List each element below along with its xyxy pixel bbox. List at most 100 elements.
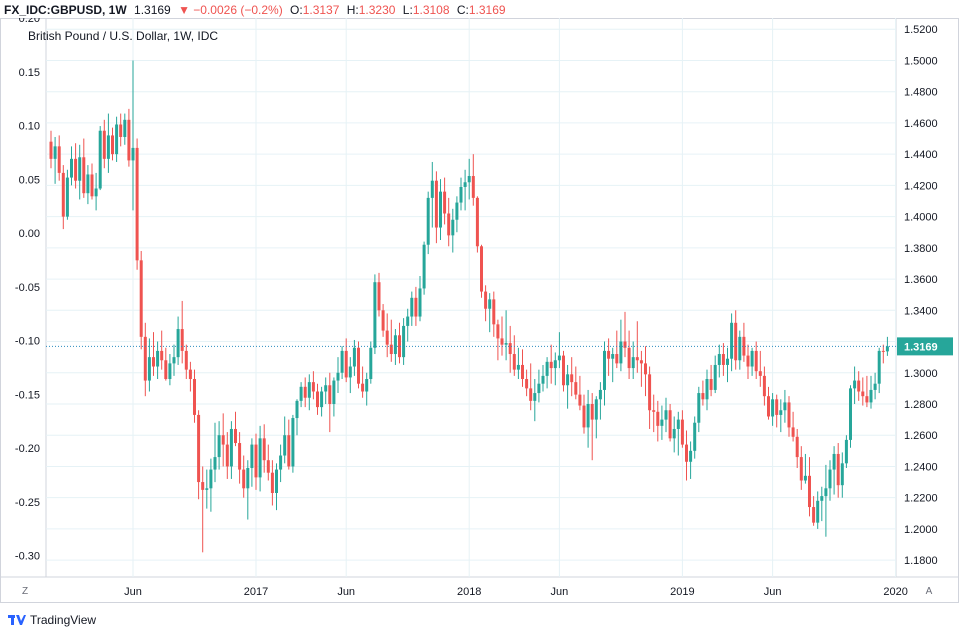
candle-body [857, 380, 861, 392]
candle-body [287, 435, 291, 467]
candle-body [853, 380, 857, 389]
candle-body [717, 354, 721, 365]
candle-body [615, 354, 619, 364]
candle-body [340, 350, 344, 373]
candle-body [869, 389, 873, 403]
candle-body [143, 336, 147, 381]
candle-body [598, 389, 602, 400]
candle-body [484, 291, 488, 309]
candle-body [78, 157, 82, 181]
auto-scale-button[interactable]: A [925, 586, 933, 597]
candle-body [164, 360, 168, 380]
candle-body [525, 379, 529, 389]
candle-body [160, 350, 164, 361]
candle-body [861, 391, 865, 397]
timezone-button[interactable]: Z [21, 586, 29, 597]
right-tick-label: 1.1800 [904, 555, 938, 567]
candle-body [242, 469, 246, 489]
right-tick-label: 1.2200 [904, 493, 938, 505]
candle-body [713, 364, 717, 390]
candle-body [131, 147, 135, 161]
right-tick-label: 1.2800 [904, 399, 938, 411]
candle-body [238, 443, 242, 470]
candle-body [176, 329, 180, 358]
candle-body [557, 355, 561, 361]
right-tick-label: 1.4000 [904, 212, 938, 224]
candle-body [439, 191, 442, 228]
candle-body [578, 394, 582, 406]
candle-body [648, 374, 652, 411]
candle-body [873, 383, 877, 390]
candle-body [590, 403, 594, 420]
right-tick-label: 1.2000 [904, 524, 938, 536]
left-tick-label: 0.15 [19, 67, 40, 79]
candle-body [566, 374, 570, 386]
candle-body [184, 350, 188, 370]
right-tick-label: 1.4200 [904, 180, 938, 192]
candle-body [808, 475, 811, 508]
candle-body [336, 372, 340, 381]
candle-body [475, 197, 479, 247]
candle-body [106, 135, 110, 159]
candle-body [262, 438, 266, 461]
candle-body [849, 388, 852, 440]
candle-body [627, 347, 631, 369]
candle-body [721, 354, 725, 365]
candle-body [221, 435, 225, 445]
left-tick-label: 0.10 [19, 121, 40, 133]
candle-body [393, 335, 397, 355]
candle-body [512, 354, 516, 370]
candle-body [750, 350, 754, 367]
left-tick-label: -0.05 [15, 282, 40, 294]
candle-body [885, 346, 889, 352]
candle-body [799, 457, 803, 481]
candle-body [631, 357, 635, 369]
left-tick-label: -0.10 [15, 336, 40, 348]
symbol-label[interactable]: FX_IDC:GBPUSD, 1W [4, 3, 127, 17]
right-tick-label: 1.5200 [904, 24, 938, 36]
candlestick-chart[interactable]: 1.5200 1.5000 1.4800 1.4600 1.4400 1.4200 1.40… [0, 18, 959, 604]
candle-body [553, 360, 557, 369]
candle-body [709, 379, 713, 390]
last-price-tag [897, 337, 953, 356]
candle-body [463, 182, 467, 187]
candle-body [86, 174, 90, 194]
right-tick-label: 1.3600 [904, 274, 938, 286]
candle-body [115, 124, 119, 155]
candle-body [594, 399, 598, 420]
candle-body [430, 180, 434, 198]
candle-body [492, 299, 496, 325]
candle-body [94, 188, 98, 197]
brand-name: TradingView [30, 613, 97, 627]
candle-body [139, 260, 143, 337]
candle-body [275, 469, 278, 493]
candle-body [217, 435, 221, 458]
time-tick-label: Jun [764, 586, 782, 598]
candle-body [147, 357, 151, 381]
candle-body [516, 364, 520, 370]
time-tick-label: Jun [551, 586, 569, 598]
candle-body [70, 158, 73, 178]
candle-body [533, 393, 537, 401]
candle-body [357, 347, 360, 384]
candle-body [193, 379, 196, 415]
candle-body [762, 375, 766, 397]
candle-body [250, 444, 254, 469]
candle-body [352, 347, 356, 367]
candle-body [74, 158, 78, 181]
candle-body [488, 299, 492, 309]
time-tick-label: 2017 [244, 586, 268, 598]
candle-body [234, 428, 237, 444]
last-price-tag-label: 1.3169 [904, 341, 938, 353]
candle-body [119, 124, 123, 137]
candle-body [389, 344, 393, 355]
candle-body [197, 414, 201, 483]
chart-area[interactable]: 1.5200 1.5000 1.4800 1.4600 1.4400 1.4200 1.40… [0, 18, 959, 604]
candle-body [299, 386, 303, 401]
candles [46, 60, 896, 553]
candle-body [812, 507, 816, 523]
candle-body [832, 453, 836, 470]
candle-body [496, 324, 500, 339]
time-tick-label: Jun [124, 586, 142, 598]
candle-body [316, 391, 319, 408]
